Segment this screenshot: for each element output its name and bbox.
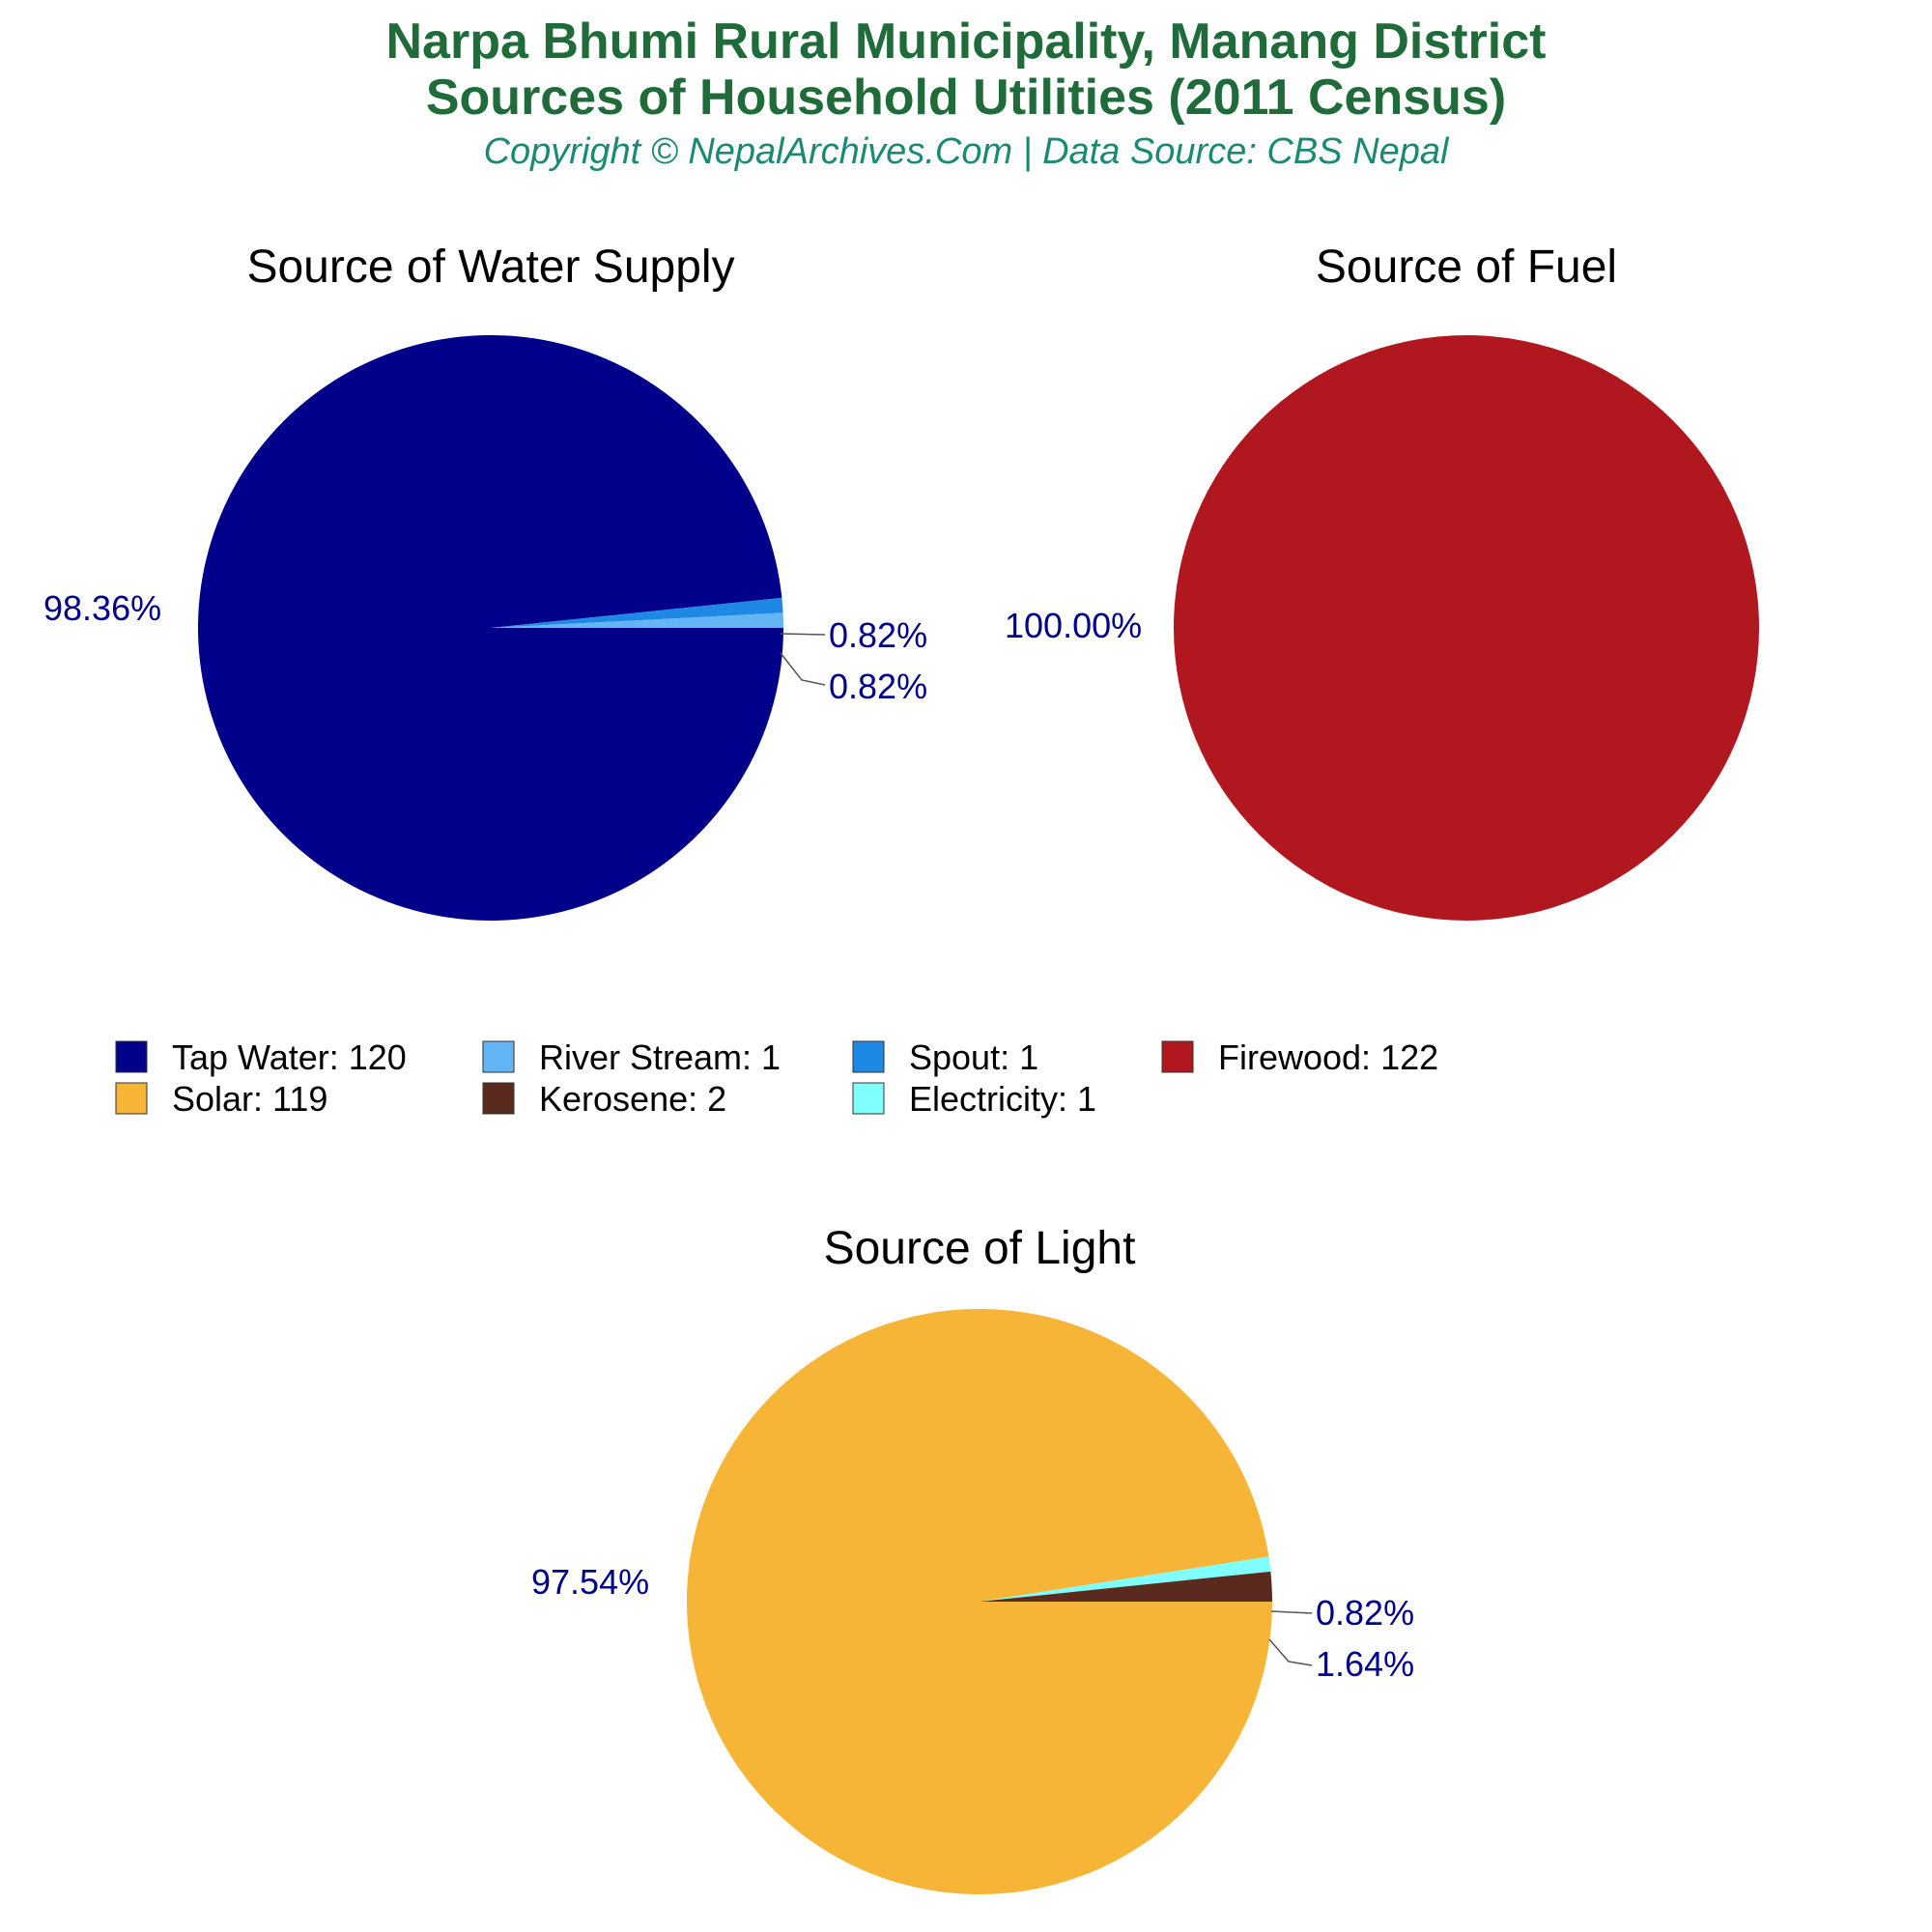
legend-item-solar: Solar: 119 bbox=[115, 1079, 327, 1119]
slice-kerosene bbox=[980, 1571, 1272, 1602]
chart-title-line-1: Narpa Bhumi Rural Municipality, Manang D… bbox=[385, 14, 1547, 70]
slice-electricity bbox=[980, 1556, 1271, 1602]
pct-label-spout: 0.82% bbox=[829, 615, 927, 655]
legend-item-kerosene: Kerosene: 2 bbox=[482, 1079, 726, 1119]
legend-item-firewood: Firewood: 122 bbox=[1161, 1037, 1438, 1077]
leader-line-river-stream bbox=[780, 652, 826, 686]
slice-tap-water bbox=[198, 335, 784, 922]
legend-item-spout: Spout: 1 bbox=[852, 1037, 1038, 1077]
legend-label: Electricity: 1 bbox=[909, 1079, 1096, 1119]
leader-line-spout bbox=[780, 633, 826, 636]
slice-firewood bbox=[1174, 335, 1759, 921]
pct-label-river-stream: 0.82% bbox=[829, 667, 927, 706]
legend-swatch bbox=[115, 1082, 148, 1115]
pie-chart-fuel: Source of Fuel 100.00% bbox=[1005, 242, 1759, 921]
slice-solar bbox=[687, 1308, 1272, 1894]
legend-swatch bbox=[852, 1082, 885, 1115]
legend: Tap Water: 120 River Stream: 1 Spout: 1 Fir… bbox=[115, 1037, 1438, 1119]
pie-title-source-of-water-supply: Source of Water Supply bbox=[246, 242, 734, 293]
chart-header: Narpa Bhumi Rural Municipality, Manang D… bbox=[0, 14, 1932, 174]
chart-subtitle: Copyright © NepalArchives.Com | Data Sou… bbox=[483, 131, 1449, 172]
legend-label: Kerosene: 2 bbox=[539, 1079, 726, 1119]
pie-chart-light: Source of Light 97.54% 0.82% 1.64% bbox=[531, 1223, 1414, 1894]
leader-line-electricity bbox=[1270, 1610, 1313, 1614]
legend-swatch bbox=[852, 1040, 885, 1073]
slice-spout bbox=[491, 597, 783, 628]
pie-title-source-of-fuel: Source of Fuel bbox=[1316, 242, 1617, 293]
leader-line-kerosene bbox=[1268, 1638, 1313, 1666]
legend-swatch bbox=[482, 1082, 515, 1115]
legend-item-tap-water: Tap Water: 120 bbox=[115, 1037, 407, 1077]
legend-label: Spout: 1 bbox=[909, 1037, 1038, 1077]
legend-swatch bbox=[115, 1040, 148, 1073]
slice-river-stream bbox=[491, 612, 783, 628]
legend-label: River Stream: 1 bbox=[539, 1037, 781, 1077]
pct-label-solar: 97.54% bbox=[531, 1562, 649, 1602]
chart-title-line-2: Sources of Household Utilities (2011 Cen… bbox=[425, 70, 1507, 126]
pie-chart-water-supply: Source of Water Supply 98.36% 0.82% 0.82% bbox=[43, 242, 927, 922]
legend-label: Tap Water: 120 bbox=[172, 1037, 407, 1077]
legend-label: Solar: 119 bbox=[172, 1079, 327, 1119]
legend-swatch bbox=[482, 1040, 515, 1073]
legend-item-river-stream: River Stream: 1 bbox=[482, 1037, 781, 1077]
legend-item-electricity: Electricity: 1 bbox=[852, 1079, 1096, 1119]
pct-label-electricity: 0.82% bbox=[1316, 1593, 1414, 1633]
pie-title-source-of-light: Source of Light bbox=[824, 1223, 1136, 1274]
legend-label: Firewood: 122 bbox=[1218, 1037, 1438, 1077]
legend-swatch bbox=[1161, 1040, 1194, 1073]
pct-label-firewood: 100.00% bbox=[1005, 606, 1142, 645]
pct-label-kerosene: 1.64% bbox=[1316, 1644, 1414, 1684]
pct-label-tap-water: 98.36% bbox=[43, 588, 161, 628]
